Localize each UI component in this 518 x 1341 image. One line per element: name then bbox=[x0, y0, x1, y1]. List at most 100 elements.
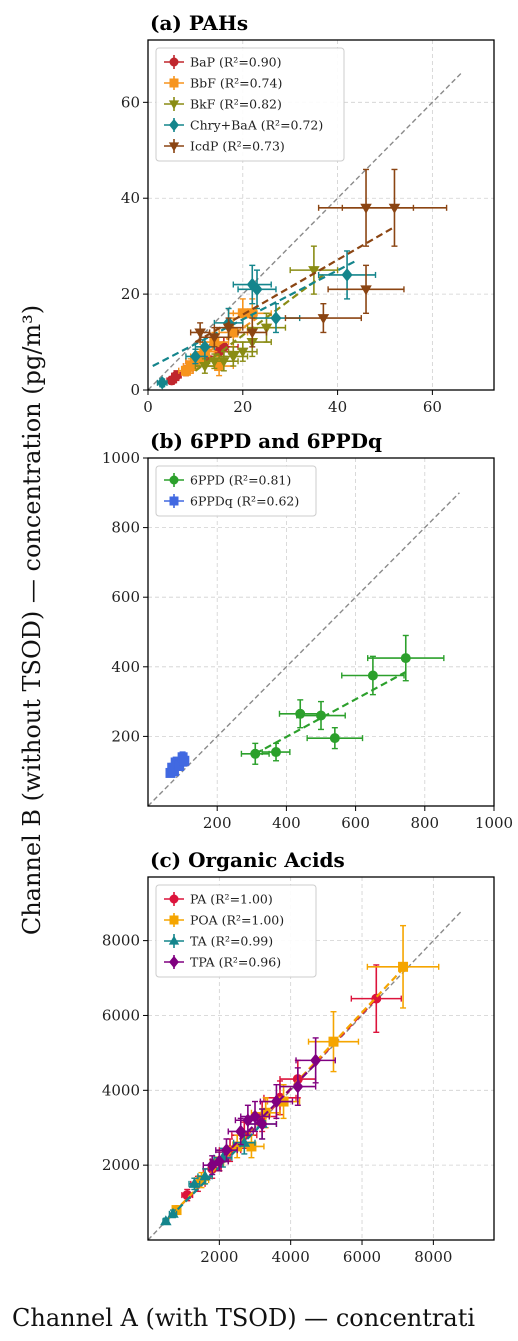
marker bbox=[199, 1170, 211, 1181]
legend-label: BaP (R²=0.90) bbox=[190, 55, 282, 70]
axes-frame bbox=[147, 876, 495, 1241]
panel-3: (c) Organic Acids 2000 4000 6000 8000 2000 400… bbox=[102, 848, 495, 1266]
marker bbox=[194, 328, 206, 339]
y-tick-label: 60 bbox=[121, 93, 140, 111]
marker bbox=[388, 203, 401, 214]
marker bbox=[208, 333, 221, 344]
series-3 bbox=[194, 245, 339, 374]
series-1 bbox=[240, 634, 445, 765]
marker bbox=[250, 748, 261, 759]
legend: PA (R²=1.00) POA (R²=1.00) TA (R²=0.99) TPA… bbox=[155, 884, 317, 978]
x-tick-label: 20 bbox=[233, 398, 252, 416]
marker bbox=[271, 747, 282, 758]
marker bbox=[260, 323, 273, 334]
data-point bbox=[170, 370, 182, 382]
x-tick-label: 800 bbox=[410, 814, 439, 832]
y-tick-label: 20 bbox=[121, 285, 140, 303]
legend-label: BkF (R²=0.82) bbox=[190, 97, 282, 112]
marker bbox=[167, 1207, 179, 1218]
data-point bbox=[284, 302, 362, 334]
marker bbox=[292, 1079, 304, 1094]
x-tick-label: 8000 bbox=[414, 1248, 452, 1266]
data-point bbox=[279, 1067, 317, 1106]
legend: 6PPD (R²=0.81) 6PPDq (R²=0.62) bbox=[155, 465, 317, 517]
marker bbox=[246, 277, 258, 292]
marker bbox=[156, 376, 168, 390]
data-point bbox=[215, 1138, 238, 1163]
y-tick-label: 200 bbox=[111, 727, 140, 745]
legend-label: PA (R²=1.00) bbox=[190, 892, 273, 907]
data-point bbox=[179, 754, 190, 767]
marker bbox=[246, 1141, 257, 1152]
data-point bbox=[261, 742, 291, 762]
marker bbox=[317, 314, 330, 325]
legend-label: 6PPDq (R²=0.62) bbox=[190, 494, 299, 509]
legend-marker bbox=[169, 475, 179, 485]
panel-2: (b) 6PPD and 6PPDq 200 400 600 800 1000 200 400… bbox=[102, 429, 513, 832]
marker bbox=[171, 370, 182, 381]
marker bbox=[179, 755, 190, 766]
legend-marker bbox=[169, 915, 179, 925]
marker bbox=[328, 1036, 339, 1047]
data-point bbox=[213, 317, 244, 338]
data-point bbox=[232, 264, 272, 305]
y-tick-label: 1000 bbox=[102, 449, 140, 467]
panel-title: (a) PAHs bbox=[150, 11, 248, 35]
marker bbox=[310, 1053, 322, 1068]
legend-marker bbox=[169, 78, 179, 88]
data-point bbox=[278, 699, 322, 729]
y-tick-label: 600 bbox=[111, 588, 140, 606]
legend-label: TPA (R²=0.96) bbox=[190, 955, 281, 970]
legend-marker bbox=[169, 118, 179, 132]
data-point bbox=[367, 634, 445, 682]
panel-1: (a) PAHs 0 20 40 60 0 20 40 60 BaP (R²=0.90) BbF (… bbox=[121, 11, 495, 416]
data-point bbox=[240, 742, 270, 765]
y-tick-label: 40 bbox=[121, 189, 140, 207]
data-point bbox=[240, 1100, 270, 1133]
legend-marker bbox=[169, 496, 179, 506]
legend-label: BbF (R²=0.74) bbox=[190, 76, 282, 91]
marker bbox=[199, 362, 211, 373]
data-point bbox=[237, 317, 268, 348]
data-point bbox=[167, 1207, 179, 1219]
legend-marker bbox=[168, 935, 180, 945]
legend: BaP (R²=0.90) BbF (R²=0.74) BkF (R²=0.82) C… bbox=[155, 47, 345, 162]
marker bbox=[308, 266, 320, 277]
data-point bbox=[259, 1083, 294, 1120]
marker bbox=[237, 347, 249, 358]
marker bbox=[160, 1215, 172, 1226]
marker bbox=[213, 1154, 225, 1169]
marker bbox=[316, 710, 326, 721]
x-tick-label: 4000 bbox=[272, 1248, 310, 1266]
marker bbox=[398, 961, 409, 972]
x-tick-label: 600 bbox=[341, 814, 370, 832]
marker bbox=[400, 653, 411, 664]
legend-box bbox=[155, 884, 317, 978]
legend-marker bbox=[169, 57, 179, 67]
y-tick-label: 800 bbox=[111, 519, 140, 537]
data-point bbox=[350, 964, 402, 1034]
y-tick-label: 8000 bbox=[102, 932, 140, 950]
data-point bbox=[247, 1108, 278, 1140]
marker bbox=[189, 349, 201, 364]
data-point bbox=[341, 168, 448, 247]
data-point bbox=[366, 924, 440, 1009]
marker bbox=[367, 670, 378, 681]
y-tick-label: 0 bbox=[130, 381, 140, 399]
marker bbox=[249, 1109, 261, 1124]
marker bbox=[251, 282, 263, 297]
axes-frame bbox=[147, 457, 495, 807]
data-point bbox=[289, 245, 339, 295]
marker bbox=[360, 285, 372, 296]
series-2 bbox=[165, 751, 190, 778]
data-point bbox=[306, 727, 364, 750]
x-tick-label: 2000 bbox=[200, 1248, 238, 1266]
legend-label: TA (R²=0.99) bbox=[190, 934, 273, 949]
data-point bbox=[295, 1037, 336, 1084]
x-tick-label: 0 bbox=[143, 398, 153, 416]
fit-line bbox=[161, 1119, 267, 1226]
data-point bbox=[188, 1177, 201, 1191]
fit-line bbox=[254, 671, 407, 755]
fit-line bbox=[194, 274, 325, 372]
